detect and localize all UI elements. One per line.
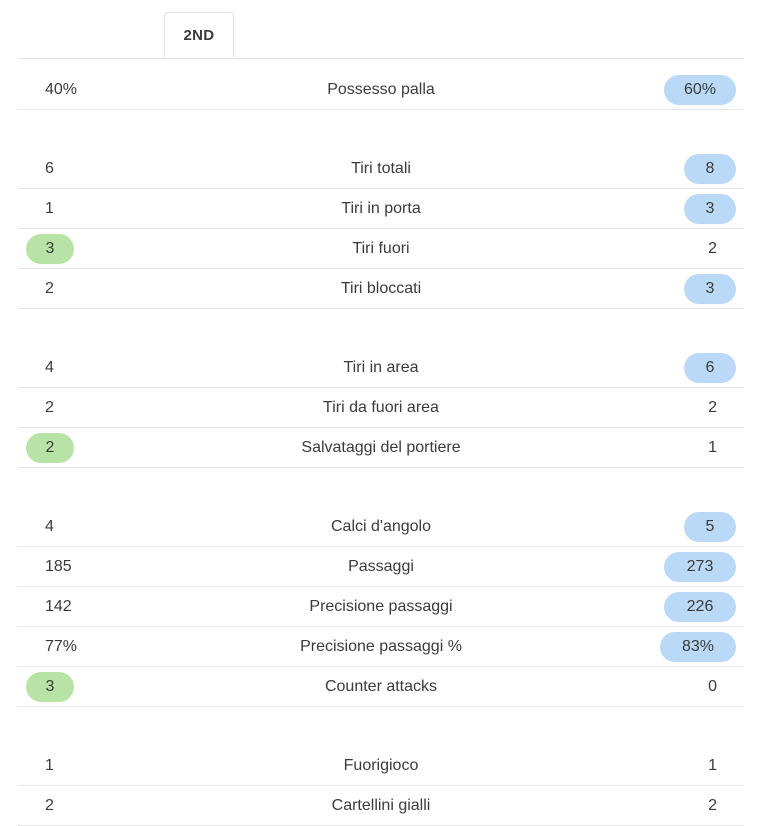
home-value: 6 [45, 160, 54, 177]
stat-row-counter-attacks: 3 Counter attacks 0 [18, 667, 744, 707]
away-value-highlight: 3 [684, 274, 736, 304]
away-value: 2 [708, 399, 717, 416]
stat-label: Passaggi [348, 558, 414, 575]
home-value: 4 [45, 359, 54, 376]
stat-row-shots-inside-box: 4 Tiri in area 6 [18, 348, 744, 388]
home-value: 40% [45, 81, 78, 98]
stat-label: Tiri totali [351, 160, 411, 177]
stat-label: Calci d'angolo [330, 518, 431, 535]
stat-row-shots-on-target: 1 Tiri in porta 3 [18, 189, 744, 229]
stat-row-corners: 4 Calci d'angolo 5 [18, 507, 744, 547]
stat-row-possession: 40% Possesso palla 60% [18, 70, 744, 110]
home-value-highlight: 2 [26, 433, 74, 463]
stat-row-total-shots: 6 Tiri totali 8 [18, 149, 744, 189]
stats-table: 40% Possesso palla 60% 6 Tiri totali 8 1… [18, 70, 744, 826]
away-value-highlight: 3 [684, 194, 736, 224]
stat-label: Tiri bloccati [340, 280, 422, 297]
away-value-highlight: 5 [684, 512, 736, 542]
away-value-highlight: 226 [664, 592, 736, 622]
period-tab-bar: 2ND [18, 0, 744, 59]
home-value: 142 [45, 598, 72, 615]
home-value: 2 [45, 797, 54, 814]
stat-label: Tiri in porta [341, 200, 421, 217]
away-value: 1 [708, 757, 717, 774]
stat-label: Tiri fuori [352, 240, 410, 257]
stat-row-goalkeeper-saves: 2 Salvataggi del portiere 1 [18, 428, 744, 468]
away-value-highlight: 6 [684, 353, 736, 383]
stat-label: Precisione passaggi % [300, 638, 462, 655]
away-value-highlight: 83% [660, 632, 736, 662]
away-value-highlight: 273 [664, 552, 736, 582]
home-value-highlight: 3 [26, 234, 74, 264]
away-value-highlight: 60% [664, 75, 736, 105]
stat-label: Salvataggi del portiere [301, 439, 461, 456]
stat-row-pass-accuracy-pct: 77% Precisione passaggi % 83% [18, 627, 744, 667]
stat-row-blocked-shots: 2 Tiri bloccati 3 [18, 269, 744, 309]
stat-label: Cartellini gialli [331, 797, 431, 814]
home-value-highlight: 3 [26, 672, 74, 702]
home-value: 4 [45, 518, 54, 535]
stat-row-shots-outside-box: 2 Tiri da fuori area 2 [18, 388, 744, 428]
away-value-highlight: 8 [684, 154, 736, 184]
stat-label: Fuorigioco [343, 757, 419, 774]
stat-label: Possesso palla [327, 81, 435, 98]
stat-label: Tiri da fuori area [323, 399, 439, 416]
stat-row-accurate-passes: 142 Precisione passaggi 226 [18, 587, 744, 627]
stat-row-yellow-cards: 2 Cartellini gialli 2 [18, 786, 744, 826]
stat-label: Counter attacks [324, 678, 438, 695]
stat-row-offsides: 1 Fuorigioco 1 [18, 746, 744, 786]
stat-row-shots-off-target: 3 Tiri fuori 2 [18, 229, 744, 269]
away-value: 2 [708, 797, 717, 814]
tab-2nd[interactable]: 2ND [164, 12, 234, 58]
home-value: 2 [45, 280, 54, 297]
home-value: 1 [45, 757, 54, 774]
away-value: 1 [708, 439, 717, 456]
stat-label: Tiri in area [343, 359, 419, 376]
stat-label: Precisione passaggi [309, 598, 453, 615]
home-value: 77% [45, 638, 78, 655]
stat-row-passes: 185 Passaggi 273 [18, 547, 744, 587]
away-value: 2 [708, 240, 717, 257]
away-value: 0 [708, 678, 717, 695]
home-value: 2 [45, 399, 54, 416]
home-value: 1 [45, 200, 54, 217]
home-value: 185 [45, 558, 72, 575]
